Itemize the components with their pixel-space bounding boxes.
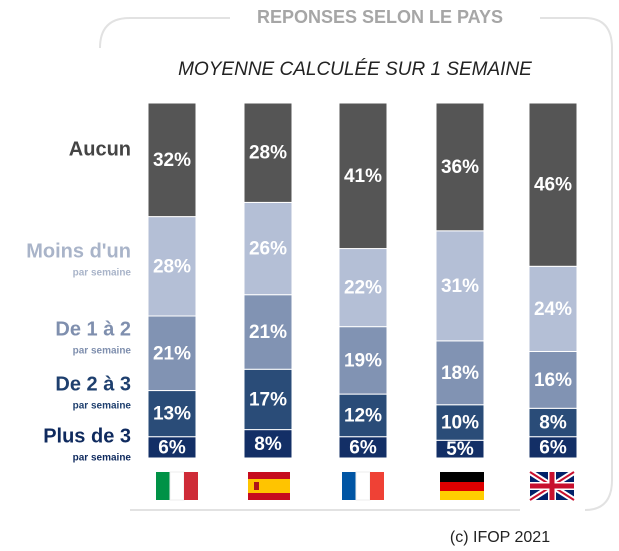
legend-note: par semaine — [73, 401, 132, 412]
legend-label: De 1 à 2 — [55, 318, 131, 340]
value-label: 22% — [344, 278, 382, 299]
frame — [99, 17, 613, 511]
bar-segment — [338, 326, 388, 395]
chart-subtitle: MOYENNE CALCULÉE SUR 1 SEMAINE — [178, 59, 532, 80]
value-label: 28% — [249, 143, 287, 164]
legend-note: par semaine — [73, 268, 132, 279]
bar-segment — [243, 102, 293, 203]
value-label: 21% — [249, 322, 287, 343]
value-label: 19% — [344, 350, 382, 371]
legend-label: Plus de 3 — [43, 425, 131, 447]
value-label: 28% — [153, 256, 191, 277]
flag-italy — [156, 471, 198, 501]
bar-segment — [528, 102, 578, 267]
value-label: 32% — [153, 150, 191, 171]
legend-note: par semaine — [73, 346, 132, 357]
bar-segment — [338, 393, 388, 438]
value-label: 12% — [344, 405, 382, 426]
bar-segment — [528, 407, 578, 438]
value-label: 24% — [534, 299, 572, 320]
legend-label: De 2 à 3 — [55, 373, 131, 395]
bar-segment — [147, 102, 197, 218]
value-label: 8% — [539, 413, 567, 434]
value-label: 36% — [441, 157, 479, 178]
bar-segment — [435, 102, 485, 232]
value-label: 16% — [534, 370, 572, 391]
value-label: 26% — [249, 239, 287, 260]
value-label: 8% — [254, 434, 282, 455]
value-label: 18% — [441, 363, 479, 384]
flag-germany — [440, 472, 484, 500]
legend-label: Moins d'un — [26, 240, 131, 262]
bar-segment — [243, 201, 293, 296]
source: (c) IFOP 2021 — [450, 529, 550, 546]
bar-segment — [435, 404, 485, 441]
bar-segment — [243, 294, 293, 370]
value-label: 41% — [344, 166, 382, 187]
value-label: 13% — [153, 404, 191, 425]
legend-note: par semaine — [73, 453, 132, 464]
value-label: 21% — [153, 343, 191, 364]
flag-spain — [248, 472, 290, 500]
flag-france — [342, 471, 384, 501]
value-label: 6% — [349, 437, 377, 458]
value-label: 6% — [158, 437, 186, 458]
chart-title: REPONSES SELON LE PAYS — [257, 7, 503, 27]
legend-label: Aucun — [69, 138, 131, 160]
bar-segment — [243, 368, 293, 431]
value-label: 46% — [534, 175, 572, 196]
value-label: 6% — [539, 437, 567, 458]
bar-segment — [435, 230, 485, 342]
value-label: 10% — [441, 413, 479, 434]
value-label: 31% — [441, 276, 479, 297]
bar-segment — [338, 102, 388, 250]
flag-uk — [528, 469, 576, 503]
value-label: 17% — [249, 389, 287, 410]
value-label: 5% — [446, 439, 474, 460]
